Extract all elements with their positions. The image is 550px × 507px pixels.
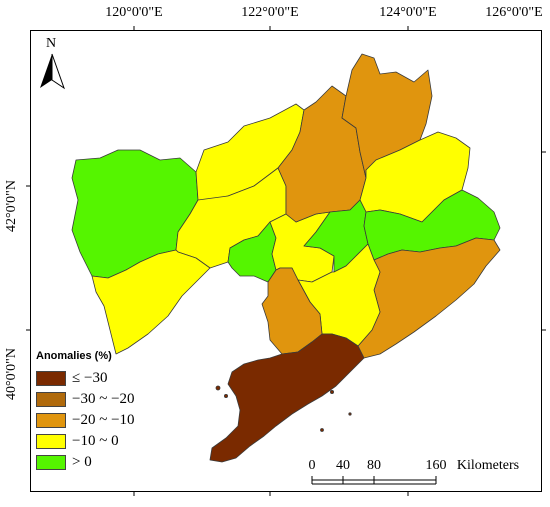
longitude-label-120e: 120°0'0"E [105, 5, 163, 20]
legend-swatch [36, 455, 66, 470]
legend-label: −30 ~ −20 [72, 391, 135, 407]
region-north-orange-2 [341, 53, 433, 179]
longitude-label-122e: 122°0'0"E [241, 5, 299, 20]
longitude-label-124e: 124°0'0"E [379, 5, 437, 20]
island [215, 385, 221, 391]
island [348, 412, 352, 416]
scale-tick-0: 0 [308, 458, 316, 473]
legend: Anomalies (%) ≤ −30 −30 ~ −20 −20 ~ −10 … [36, 350, 176, 473]
north-letter: N [46, 36, 57, 51]
graticule-ticks [26, 26, 546, 496]
legend-swatch [36, 434, 66, 449]
scale-bar-graphic [311, 476, 437, 485]
legend-item: ≤ −30 [36, 368, 176, 389]
legend-item: −20 ~ −10 [36, 410, 176, 431]
legend-label: > 0 [72, 454, 92, 470]
longitude-label-126e: 126°0'0"E [485, 5, 543, 20]
island [320, 428, 324, 432]
island [329, 389, 334, 394]
legend-item: −10 ~ 0 [36, 431, 176, 452]
region-southwest-yellow [91, 249, 211, 355]
legend-label: ≤ −30 [72, 370, 108, 386]
north-arrow-icon [40, 53, 65, 90]
legend-swatch [36, 371, 66, 386]
scale-tick-160: 160 [425, 458, 447, 473]
legend-swatch [36, 392, 66, 407]
legend-label: −10 ~ 0 [72, 433, 119, 449]
legend-swatch [36, 413, 66, 428]
legend-title: Anomalies (%) [36, 350, 112, 362]
scale-tick-40: 40 [336, 458, 350, 473]
legend-item: −30 ~ −20 [36, 389, 176, 410]
scale-tick-80: 80 [367, 458, 381, 473]
scale-units: Kilometers [456, 458, 520, 473]
region-peninsula-brown [209, 333, 365, 463]
island [223, 393, 228, 398]
legend-item: > 0 [36, 452, 176, 473]
legend-label: −20 ~ −10 [72, 412, 135, 428]
